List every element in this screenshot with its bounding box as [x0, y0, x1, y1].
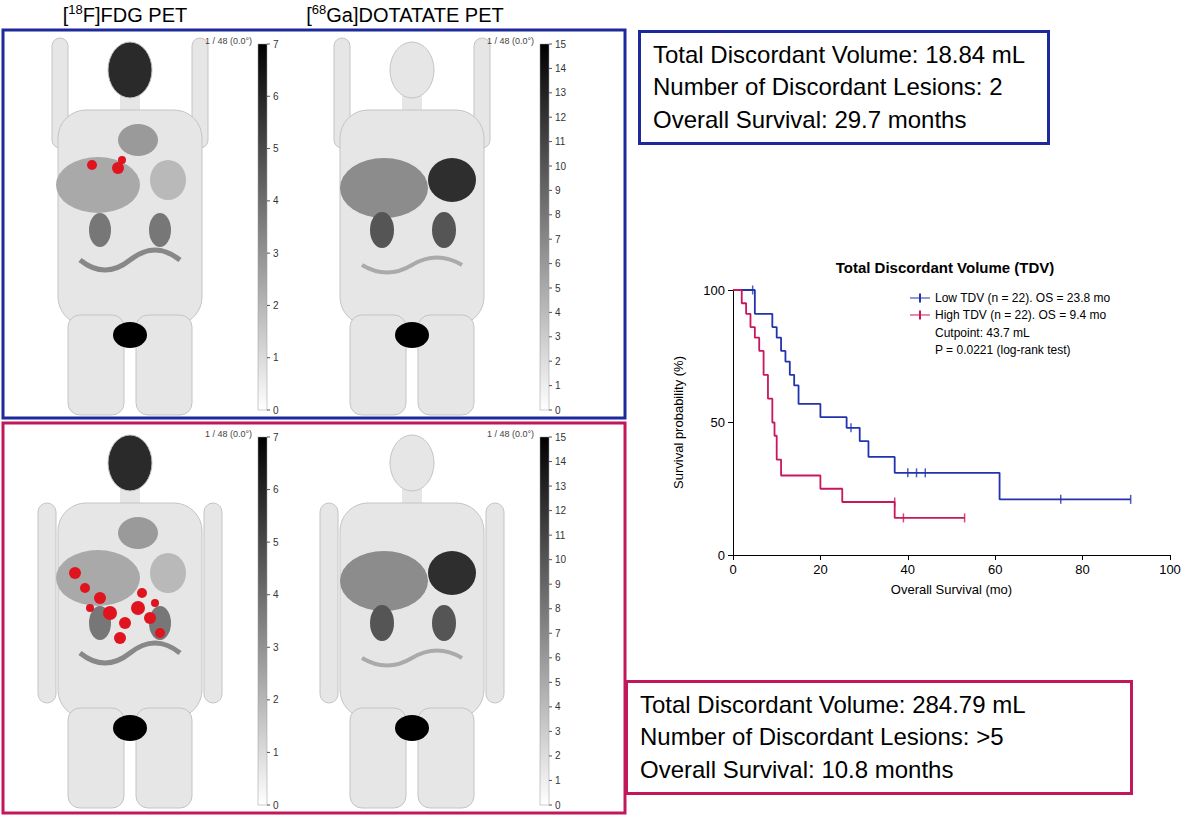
svg-text:20: 20 [813, 562, 827, 577]
html-text:Number of Discordant Lesions:: Number of Discordant Lesions: >5 [640, 723, 1004, 751]
svg-text:[18F]FDG PET: [18F]FDG PET [63, 2, 187, 26]
svg-text:40: 40 [901, 562, 915, 577]
svg-text:0: 0 [729, 562, 736, 577]
svg-text:1 / 48 (0.0°): 1 / 48 (0.0°) [205, 36, 252, 46]
svg-text:11: 11 [555, 530, 566, 541]
svg-text:12: 12 [555, 505, 567, 516]
svg-text:0: 0 [555, 405, 561, 416]
svg-text:[68Ga]DOTATATE PET: [68Ga]DOTATATE PET [306, 2, 503, 26]
svg-text:0: 0 [718, 548, 725, 563]
svg-text:Low TDV (n = 22). OS = 23.8 mo: Low TDV (n = 22). OS = 23.8 mo [935, 291, 1111, 305]
svg-text:9: 9 [555, 185, 561, 196]
svg-text:10: 10 [555, 554, 567, 565]
svg-text:14: 14 [555, 456, 567, 467]
html-text:Total Discordant Volume: 18.84: Total Discordant Volume: 18.84 mL [653, 41, 1026, 68]
svg-text:Cutpoint: 43.7 mL: Cutpoint: 43.7 mL [935, 326, 1030, 340]
svg-text:80: 80 [1075, 562, 1089, 577]
svg-text:7: 7 [555, 628, 561, 639]
svg-text:0: 0 [273, 405, 279, 416]
svg-text:5: 5 [273, 537, 279, 548]
svg-text:5: 5 [555, 283, 561, 294]
svg-text:0: 0 [555, 800, 561, 811]
svg-text:4: 4 [555, 701, 561, 712]
svg-text:4: 4 [555, 307, 561, 318]
svg-text:3: 3 [555, 726, 561, 737]
svg-text:6: 6 [273, 484, 279, 495]
svg-text:3: 3 [273, 248, 279, 259]
svg-text:13: 13 [555, 87, 567, 98]
svg-text:5: 5 [273, 143, 279, 154]
svg-text:2: 2 [555, 356, 561, 367]
svg-text:50: 50 [711, 415, 725, 430]
svg-text:3: 3 [555, 331, 561, 342]
svg-text:3: 3 [273, 642, 279, 653]
svg-text:8: 8 [555, 603, 561, 614]
svg-text:2: 2 [273, 300, 279, 311]
svg-text:7: 7 [555, 234, 561, 245]
svg-text:60: 60 [988, 562, 1002, 577]
html-text:Total Discordant Volume: 284.7: Total Discordant Volume: 284.79 mL [640, 691, 1026, 718]
svg-text:4: 4 [273, 589, 279, 600]
svg-text:1 / 48 (0.0°): 1 / 48 (0.0°) [487, 429, 534, 439]
svg-text:7: 7 [273, 39, 279, 50]
svg-text:0: 0 [273, 800, 279, 811]
svg-text:13: 13 [555, 481, 567, 492]
svg-text:6: 6 [273, 91, 279, 102]
svg-text:8: 8 [555, 209, 561, 220]
svg-text:7: 7 [273, 432, 279, 443]
svg-text:9: 9 [555, 579, 561, 590]
svg-text:Overall Survival (mo): Overall Survival (mo) [891, 582, 1012, 597]
svg-text:P = 0.0221 (log-rank test): P = 0.0221 (log-rank test) [935, 343, 1071, 357]
svg-text:2: 2 [555, 750, 561, 761]
svg-text:6: 6 [555, 258, 561, 269]
svg-text:100: 100 [703, 283, 725, 298]
svg-text:10: 10 [555, 161, 567, 172]
svg-text:1 / 48 (0.0°): 1 / 48 (0.0°) [205, 429, 252, 439]
svg-text:6: 6 [555, 652, 561, 663]
svg-text:11: 11 [555, 136, 566, 147]
svg-text:2: 2 [273, 694, 279, 705]
svg-text:Survival probability (%): Survival probability (%) [671, 356, 686, 489]
svg-text:1: 1 [555, 380, 561, 391]
svg-text:1 / 48 (0.0°): 1 / 48 (0.0°) [487, 36, 534, 46]
svg-text:Total Discordant Volume (TDV): Total Discordant Volume (TDV) [836, 259, 1055, 276]
html-text:Overall Survival: 10.8 months: Overall Survival: 10.8 months [640, 755, 954, 783]
svg-text:15: 15 [555, 432, 567, 443]
svg-text:12: 12 [555, 112, 567, 123]
svg-text:1: 1 [273, 747, 279, 758]
html-text:Overall Survival: 29.7 months: Overall Survival: 29.7 months [653, 105, 967, 133]
svg-text:4: 4 [273, 195, 279, 206]
svg-text:14: 14 [555, 63, 567, 74]
svg-text:1: 1 [555, 775, 561, 786]
svg-text:15: 15 [555, 39, 567, 50]
svg-text:100: 100 [1159, 562, 1181, 577]
svg-text:5: 5 [555, 677, 561, 688]
html-text:Number of Discordant Lesions:: Number of Discordant Lesions: 2 [653, 73, 1003, 101]
svg-text:High TDV (n = 22). OS = 9.4 mo: High TDV (n = 22). OS = 9.4 mo [935, 308, 1107, 322]
svg-text:1: 1 [273, 352, 279, 363]
